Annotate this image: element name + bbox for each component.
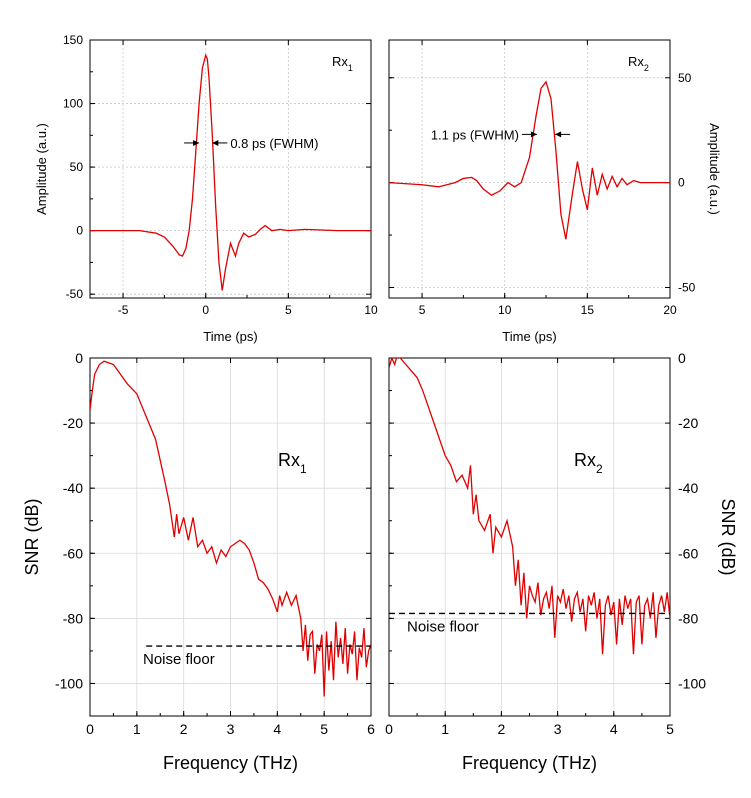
x-tick-label: 3 bbox=[227, 721, 235, 737]
x-axis-title: Frequency (THz) bbox=[163, 753, 298, 773]
plot-frame bbox=[388, 39, 671, 299]
receiver-label: Rx1 bbox=[278, 450, 307, 476]
y-axis-title: Amplitude (a.u.) bbox=[34, 123, 49, 215]
receiver-label: Rx2 bbox=[574, 450, 603, 476]
y-tick-label: -100 bbox=[678, 675, 706, 691]
data-series-line bbox=[389, 80, 670, 240]
x-tick-label: 3 bbox=[554, 721, 562, 737]
x-tick-label: 0 bbox=[385, 721, 393, 737]
fwhm-arrowhead-right bbox=[555, 131, 562, 138]
y-tick-label: -100 bbox=[55, 675, 83, 691]
fwhm-annotation: 1.1 ps (FWHM) bbox=[431, 127, 519, 142]
y-tick-label: -50 bbox=[678, 281, 696, 295]
x-tick-label: 15 bbox=[581, 303, 595, 317]
x-tick-label: 6 bbox=[367, 721, 375, 737]
fwhm-annotation: 0.8 ps (FWHM) bbox=[230, 136, 318, 151]
x-tick-label: 4 bbox=[273, 721, 281, 737]
receiver-label-sub: 2 bbox=[596, 462, 603, 476]
fwhm-arrowhead-left bbox=[193, 139, 200, 146]
x-tick-label: 1 bbox=[441, 721, 449, 737]
data-series-line bbox=[90, 360, 371, 697]
noise-floor-label: Noise floor bbox=[143, 651, 215, 668]
chart-panel-bottom-right: 0 1 2 3 4 5 -100 -80 -60 -40 -20 0 Frequency (THz) SN… bbox=[385, 350, 738, 773]
y-tick-label: 50 bbox=[678, 71, 692, 85]
y-tick-label: -80 bbox=[678, 610, 698, 626]
fwhm-arrowhead-left bbox=[530, 131, 537, 138]
x-tick-label: 2 bbox=[498, 721, 506, 737]
receiver-label-main: Rx bbox=[574, 450, 596, 470]
x-axis-title: Time (ps) bbox=[203, 329, 257, 344]
y-tick-label: -60 bbox=[678, 545, 698, 561]
x-tick-label: 10 bbox=[364, 303, 378, 317]
y-tick-label: -50 bbox=[66, 287, 84, 301]
x-tick-label: 5 bbox=[320, 721, 328, 737]
receiver-label-sub: 2 bbox=[644, 63, 649, 73]
y-tick-label: -60 bbox=[63, 545, 83, 561]
y-axis-title: Amplitude (a.u.) bbox=[707, 123, 722, 215]
y-tick-label: 150 bbox=[63, 33, 83, 47]
y-tick-label: 0 bbox=[678, 350, 686, 366]
x-tick-label: 5 bbox=[285, 303, 292, 317]
y-tick-label: -20 bbox=[63, 415, 83, 431]
receiver-label-sub: 1 bbox=[300, 462, 307, 476]
x-tick-label: 0 bbox=[86, 721, 94, 737]
y-tick-label: 0 bbox=[75, 350, 83, 366]
y-tick-label: -40 bbox=[678, 480, 698, 496]
y-tick-label: 50 bbox=[70, 160, 84, 174]
chart-panel-top-right: 5 10 15 20-50 0 50 Time (ps) Amplitude (a.u.) Rx… bbox=[388, 39, 722, 344]
receiver-label: Rx1 bbox=[332, 54, 353, 73]
y-tick-label: 0 bbox=[678, 176, 685, 190]
receiver-label-main: Rx bbox=[332, 54, 348, 69]
x-tick-label: 4 bbox=[610, 721, 618, 737]
y-tick-label: 0 bbox=[76, 224, 83, 238]
x-tick-label: 0 bbox=[202, 303, 209, 317]
y-tick-label: -80 bbox=[63, 610, 83, 626]
x-axis-title: Frequency (THz) bbox=[462, 753, 597, 773]
receiver-label-main: Rx bbox=[278, 450, 300, 470]
y-tick-label: 100 bbox=[63, 97, 83, 111]
y-axis-title: SNR (dB) bbox=[22, 498, 42, 575]
y-tick-label: -20 bbox=[678, 415, 698, 431]
x-tick-label: 5 bbox=[419, 303, 426, 317]
noise-floor-label: Noise floor bbox=[407, 618, 479, 635]
receiver-label: Rx2 bbox=[628, 54, 649, 73]
y-tick-label: -40 bbox=[63, 480, 83, 496]
y-axis-title: SNR (dB) bbox=[718, 498, 738, 575]
x-tick-label: 1 bbox=[133, 721, 141, 737]
x-tick-label: 2 bbox=[180, 721, 188, 737]
chart-panel-bottom-left: 0 1 2 3 4 5 6 -100 -80 -60 -40 -20 0 Frequency (THz) S… bbox=[22, 350, 375, 773]
plot-frame bbox=[89, 39, 372, 299]
data-series-line bbox=[389, 358, 670, 655]
data-series-line bbox=[90, 53, 371, 291]
fwhm-arrowhead-right bbox=[212, 139, 219, 146]
x-tick-label: 20 bbox=[663, 303, 677, 317]
x-tick-label: 5 bbox=[666, 721, 674, 737]
x-axis-title: Time (ps) bbox=[502, 329, 556, 344]
x-tick-label: -5 bbox=[118, 303, 129, 317]
x-tick-label: 10 bbox=[498, 303, 512, 317]
plot-frame bbox=[388, 357, 671, 717]
receiver-label-main: Rx bbox=[628, 54, 644, 69]
receiver-label-sub: 1 bbox=[348, 63, 353, 73]
